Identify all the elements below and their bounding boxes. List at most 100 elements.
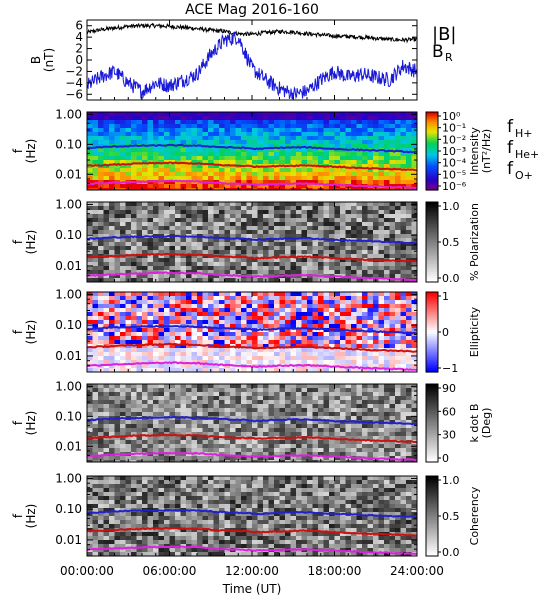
colorbar-tick-label: 10⁻⁴ [442,157,467,170]
colorbar-label: Coherency [468,486,481,545]
colorbar-tick-label: 10⁻³ [442,145,466,158]
ytick-label: 0.10 [55,502,82,516]
colorbar-label: % Polarization [468,203,481,281]
colorbar-tick-label: 0 [442,326,449,339]
ytick-label: 0.01 [55,349,82,363]
panel-coherency: 1.00 0.10 0.01 f (Hz) 1.0 0.5 0.0 Coherency [11,471,481,559]
field-tick-label: 4 [75,30,83,44]
legend-gyro: f [507,138,514,158]
legend-bmag: |B| [432,24,456,45]
panel-polarization-image [87,202,417,282]
ytick-label: 1.00 [55,107,82,121]
colorbar-ellipticity: 1 0 −1 Ellipticity [425,290,481,375]
panel-coherency-image [87,476,417,556]
colorbar-label: Intensity [468,127,481,175]
ylabel-f: f [11,329,25,334]
ytick-label: 0.10 [55,318,82,332]
field-line-br [86,31,418,100]
ylabel-f: f [11,420,25,425]
field-ylabel: B [29,56,43,64]
colorbar-label: k dot B [468,404,481,443]
colorbar-tick-label: 10⁻⁶ [442,180,467,193]
ylabel-hz: (Hz) [24,230,38,255]
panel-intensity-image [87,112,417,190]
gyro-line-oplus [87,451,417,462]
panel-ellipticity-image [87,292,417,372]
colorbar-unit: (Deg) [480,408,493,439]
gyro-line-hplus [87,324,417,335]
xtick-label: 00:00:00 [60,564,114,578]
field-tick-label: 2 [75,42,83,56]
colorbar-coherency: 1.0 0.5 0.0 Coherency [425,474,481,559]
gyro-line-oplus [87,545,417,555]
legend-gyro-sub: He+ [515,148,539,161]
colorbar-tick-label: 0.5 [442,236,460,249]
panel-kdotb: 1.00 0.10 0.01 f (Hz) 90 60 30 0 k dot B (Deg) [11,379,493,465]
xtick-label: 12:00:00 [225,564,279,578]
figure-title: ACE Mag 2016-160 [185,2,319,18]
panel-kdotb-image [87,384,417,462]
xaxis-label: Time (UT) [222,582,282,596]
gyro-line-oplus [87,361,417,371]
colorbar-tick-label: 1 [442,290,449,303]
ylabel-hz: (Hz) [24,504,38,529]
time-axis: 00:00:00 06:00:00 12:00:00 18:00:00 24:00:00… [60,20,444,596]
ylabel-f: f [11,513,25,518]
colorbar-tick-label: 10⁻⁵ [442,168,466,181]
colorbar-tick-label: 10⁻¹ [442,122,466,135]
ytick-label: 0.01 [55,533,82,547]
colorbar-frame [425,383,439,463]
gyro-line-oplus [87,271,417,282]
xtick-label: 18:00:00 [308,564,362,578]
ytick-label: 0.10 [55,137,82,151]
ytick-label: 0.01 [55,259,82,273]
colorbar-tick-label: 0.0 [442,272,460,285]
legend-gyro-sub: H+ [515,127,533,140]
colorbar-tick-label: 30 [442,429,456,442]
gyro-line-hplus [87,508,417,519]
panel-intensity: 1.000.100.01f (Hz)10⁰10⁻¹10⁻²10⁻³10⁻⁴10⁻⁵… [11,107,539,193]
colorbar-label: Ellipticity [468,306,481,357]
field-yunit: (nT) [42,48,56,72]
gyro-line-heplus [87,526,417,537]
colorbar-tick-label: 1.0 [442,474,460,487]
ytick-label: 0.10 [55,409,82,423]
field-tick-label: −2 [65,64,83,78]
panel-ellipticity: 1.00 0.10 0.01 f (Hz) 1 0 −1 Ellipticity [11,287,481,375]
field-tick-label: −4 [65,76,83,90]
field-tick-label: −6 [65,87,83,101]
colorbar-tick-label: 0.0 [442,546,460,559]
field-line-bmag [86,22,418,44]
colorbar-unit: (nT²/Hz) [480,129,493,173]
legend-gyro-sub: O+ [515,169,533,182]
ylabel-hz: (Hz) [24,320,38,345]
ytick-label: 1.00 [55,197,82,211]
legend-gyro: f [507,117,514,137]
colorbar-tick-label: 1.0 [442,200,460,213]
ytick-label: 1.00 [55,287,82,301]
gyro-line-hplus [87,143,417,154]
xtick-label: 06:00:00 [143,564,197,578]
colorbar-tick-label: 10⁻² [442,133,466,146]
colorbar-polarization: 1.0 0.5 0.0 % Polarization [425,200,481,285]
colorbar-tick-label: −1 [442,362,458,375]
legend-gyro: f [507,159,514,179]
xtick-label: 24:00:00 [390,564,444,578]
ylabel-f: f [11,148,25,153]
ylabel-f: f [11,239,25,244]
gyro-line-oplus [87,179,417,190]
gyro-line-heplus [87,342,417,353]
colorbar-tick-label: 0 [442,452,449,465]
panel-polarization: 1.00 0.10 0.01 f (Hz) 1.0 0.5 0.0 % Polarization [11,197,481,285]
legend-br-sub: R [445,51,453,64]
ytick-label: 0.10 [55,228,82,242]
colorbar-tick-label: 10⁰ [442,110,461,123]
gyro-line-hplus [87,234,417,245]
gyro-line-heplus [87,252,417,263]
colorbar-tick-label: 0.5 [442,510,460,523]
colorbar-tick-label: 60 [442,405,456,418]
ylabel-hz: (Hz) [24,139,38,164]
